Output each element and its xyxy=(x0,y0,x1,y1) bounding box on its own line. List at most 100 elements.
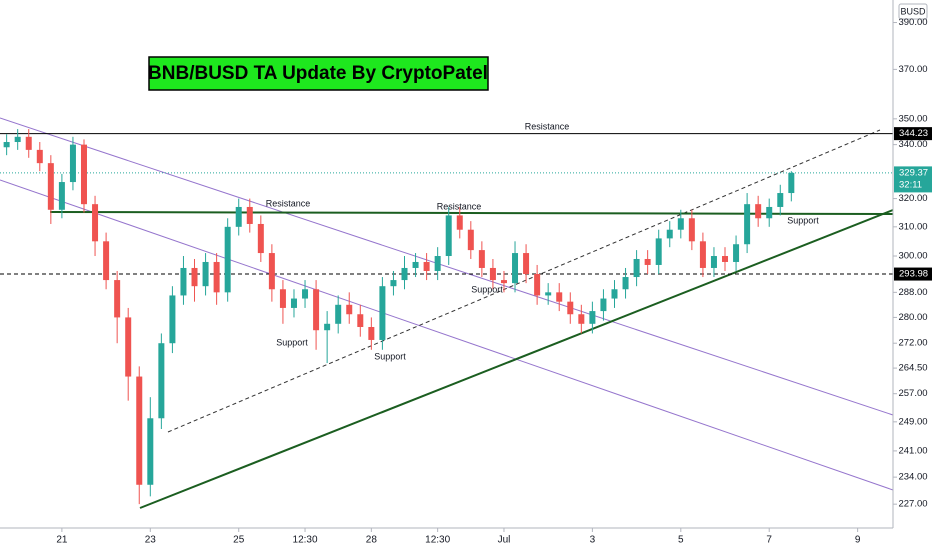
candle-body xyxy=(688,218,695,242)
axes: 390.00 370.00 350.00 340.00 320.00 310.00 300.… xyxy=(56,17,932,546)
candle-body xyxy=(512,253,519,284)
x-tick-label: 21 xyxy=(56,535,68,546)
candle-body xyxy=(191,267,198,287)
price-label: 344.23 xyxy=(899,128,928,139)
annotation: Support xyxy=(787,215,819,225)
y-tick-label: 350.00 xyxy=(898,113,927,124)
y-tick-label: 227.00 xyxy=(898,499,927,510)
x-tick-label: 7 xyxy=(766,535,772,546)
candle-body xyxy=(390,280,397,287)
y-tick-label: 300.00 xyxy=(898,251,927,262)
candle-body xyxy=(25,136,32,150)
candle-body xyxy=(180,267,187,296)
dashed-trendline xyxy=(167,129,881,433)
price-label-box xyxy=(894,267,932,281)
currency: BUSD xyxy=(900,6,926,16)
candle-body xyxy=(324,323,331,331)
candle-body xyxy=(489,267,496,281)
candle-body xyxy=(423,261,430,271)
candle-body xyxy=(600,298,607,312)
candle-body xyxy=(103,241,110,281)
candles xyxy=(3,129,795,505)
candle-body xyxy=(125,317,132,377)
candle-body xyxy=(567,301,574,315)
candle-body xyxy=(677,218,684,230)
candle-body xyxy=(47,163,54,210)
candle-body xyxy=(401,267,408,281)
y-tick-label: 390.00 xyxy=(898,17,927,28)
annotation: Support xyxy=(276,337,308,347)
candle-body xyxy=(136,376,143,485)
channel-lower xyxy=(0,179,894,491)
candle-body xyxy=(556,292,563,302)
x-tick-label: 23 xyxy=(145,535,157,546)
candle-body xyxy=(335,304,342,324)
y-tick-label: 234.00 xyxy=(898,472,927,483)
annotation: Support xyxy=(374,351,406,361)
x-tick-label: 12:30 xyxy=(425,535,450,546)
x-tick-label: 25 xyxy=(233,535,245,546)
candle-body xyxy=(158,343,165,419)
candle-body xyxy=(755,204,762,219)
candle-body xyxy=(545,292,552,296)
annotation: Resistance xyxy=(266,198,311,208)
candle-body xyxy=(169,295,176,344)
candle-body xyxy=(114,280,121,318)
x-tick-label: 12:30 xyxy=(293,535,318,546)
y-tick-label: 241.00 xyxy=(898,445,927,456)
y-tick-label: 320.00 xyxy=(898,193,927,204)
channel-upper xyxy=(0,117,894,416)
candle-body xyxy=(434,256,441,271)
x-tick-label: 9 xyxy=(855,535,861,546)
x-tick-label: 5 xyxy=(678,535,684,546)
candle-body xyxy=(456,215,463,230)
candle-body xyxy=(644,258,651,265)
candle-body xyxy=(766,206,773,219)
candle-body xyxy=(523,253,530,274)
candle-body xyxy=(58,182,65,210)
annotation: Support xyxy=(471,284,503,294)
candle-body xyxy=(246,206,253,224)
price-label: 293.98 xyxy=(899,269,928,280)
candle-body xyxy=(777,193,784,207)
candle-body xyxy=(622,277,629,290)
candle-body xyxy=(412,261,419,268)
y-tick-label: 340.00 xyxy=(898,139,927,150)
price-label-box xyxy=(894,166,932,193)
candle-body xyxy=(467,229,474,251)
candle-body xyxy=(69,144,76,183)
candle-body xyxy=(36,149,43,164)
price-countdown: 32:11 xyxy=(899,179,922,190)
candle-body xyxy=(633,258,640,278)
candle-body xyxy=(346,304,353,315)
candle-body xyxy=(290,298,297,308)
candle-body xyxy=(655,238,662,265)
candle-body xyxy=(589,311,596,324)
candle-body xyxy=(213,261,220,293)
candle-body xyxy=(744,204,751,245)
candle-body xyxy=(379,286,386,340)
x-tick-label: Jul xyxy=(498,535,511,546)
currency-box xyxy=(898,3,928,20)
y-tick-label: 280.00 xyxy=(898,312,927,323)
candle-body xyxy=(224,226,231,293)
y-tick-label: 310.00 xyxy=(898,221,927,232)
candle-body xyxy=(279,289,286,308)
candle-body xyxy=(478,250,485,268)
x-tick-label: 3 xyxy=(590,535,596,546)
y-tick-label: 249.00 xyxy=(898,416,927,427)
title-box xyxy=(148,56,489,91)
price-lines xyxy=(0,133,893,275)
support-trendline xyxy=(139,209,894,509)
candle-body xyxy=(268,253,275,290)
y-tick-label: 288.00 xyxy=(898,287,927,298)
x-tick-label: 28 xyxy=(366,535,378,546)
y-tick-label: 264.50 xyxy=(898,363,927,374)
candle-body xyxy=(14,136,21,143)
candle-body xyxy=(302,289,309,299)
candle-body xyxy=(357,314,364,328)
candle-body xyxy=(313,289,320,331)
candle-body xyxy=(699,241,706,268)
annotation: Resistance xyxy=(437,201,482,211)
